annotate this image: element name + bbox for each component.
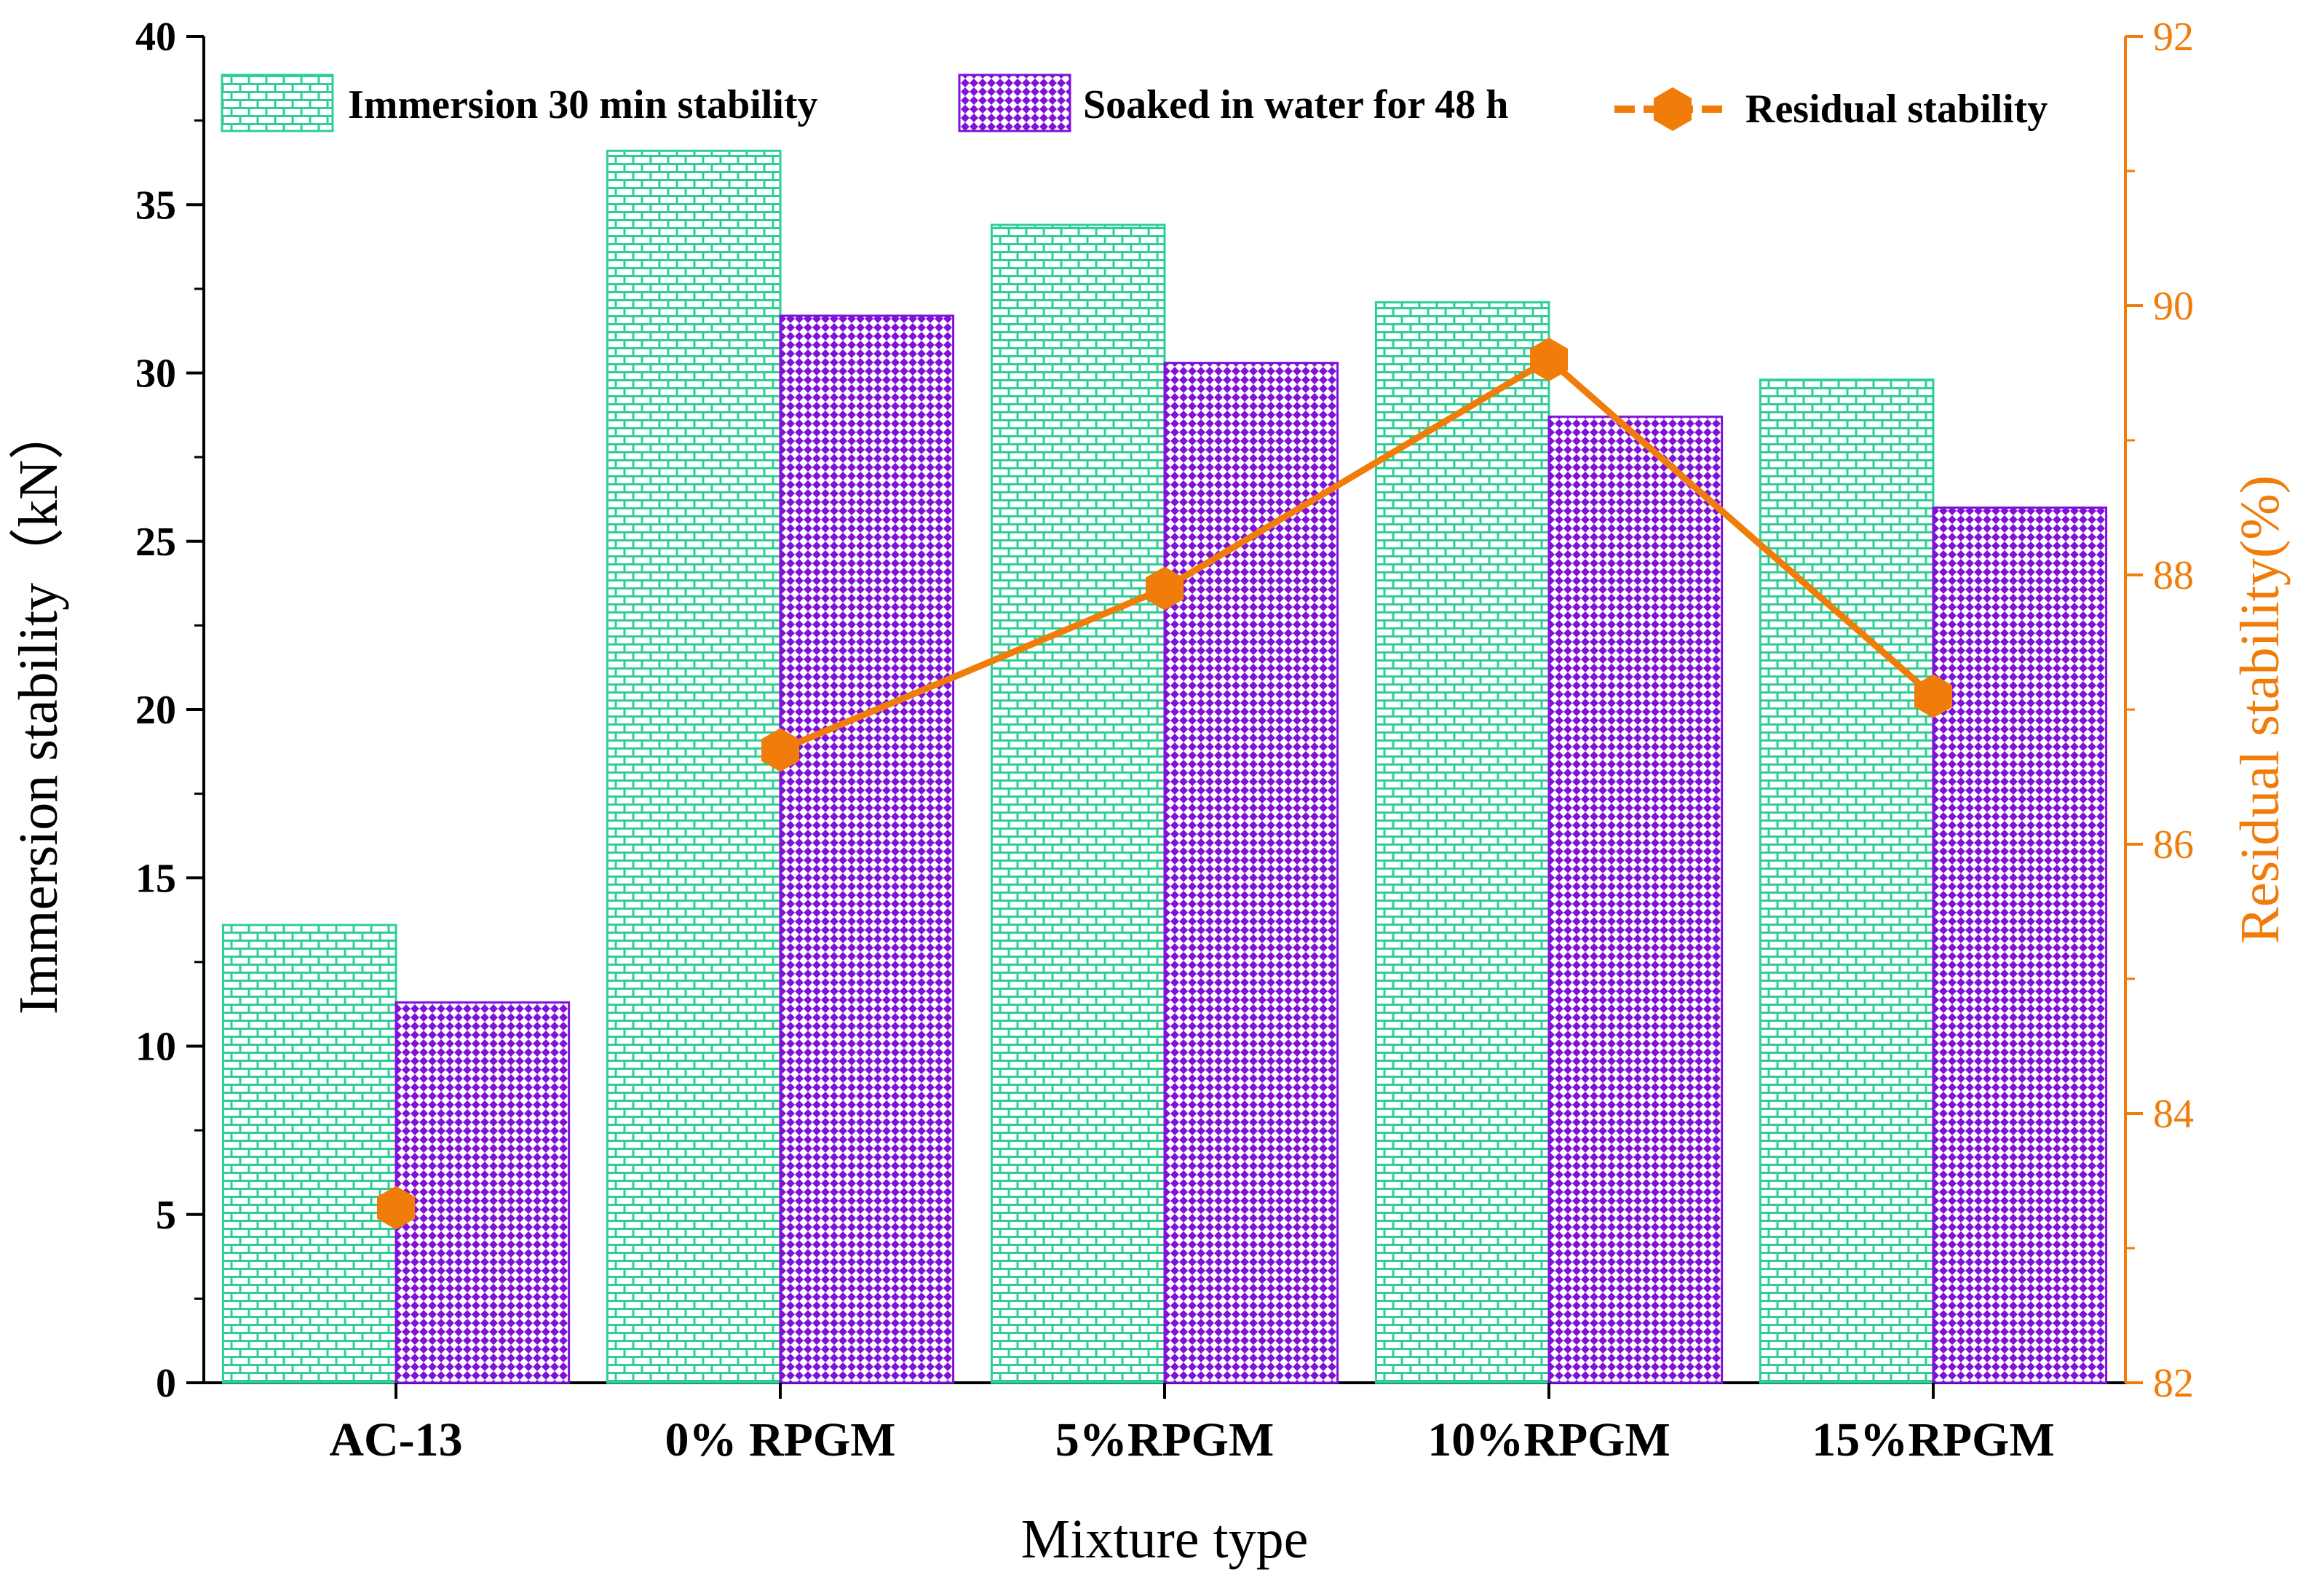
y-tick-label: 25 (135, 520, 176, 565)
residual-stability-point (1530, 338, 1568, 381)
left-axis-ticks: 0 5 10 15 20 25 30 35 40 (135, 15, 204, 1406)
y-tick-label: 30 (135, 352, 176, 397)
y-right-tick-label: 88 (2153, 553, 2194, 598)
bar-immersion-30min (1759, 378, 1935, 1384)
bar-immersion-30min (606, 149, 782, 1384)
bar-soaked-48h (395, 1001, 571, 1384)
y-right-tick-label: 84 (2153, 1092, 2194, 1137)
y-tick-label: 10 (135, 1025, 176, 1070)
y-tick-label: 5 (156, 1193, 176, 1238)
y-right-tick-label: 82 (2153, 1361, 2194, 1406)
y-tick-label: 0 (156, 1361, 176, 1406)
y-tick-label: 15 (135, 856, 176, 901)
right-axis-ticks: 82 84 86 88 90 92 (2125, 15, 2194, 1406)
legend-marker-residual (1654, 87, 1692, 131)
bar-immersion-30min (990, 223, 1166, 1384)
y-right-tick-label: 90 (2153, 284, 2194, 329)
residual-stability-point (1146, 566, 1184, 611)
y-tick-label: 35 (135, 183, 176, 228)
residual-stability-line (779, 356, 1935, 753)
bars (221, 149, 2108, 1384)
residual-stability-point (761, 728, 799, 772)
y-tick-label: 40 (135, 15, 176, 60)
y-right-tick-label: 92 (2153, 15, 2194, 60)
residual-stability-point (1914, 674, 1952, 718)
x-category-label: 10%RPGM (1427, 1413, 1670, 1466)
x-category-label: AC-13 (329, 1413, 462, 1466)
legend-label-soaked: Soaked in water for 48 h (1083, 82, 1508, 127)
legend: Immersion 30 min stability Soaked in wat… (221, 74, 2048, 132)
legend-label-residual: Residual stability (1745, 87, 2048, 132)
x-category-label: 15%RPGM (1812, 1413, 2055, 1466)
x-category-label: 5%RPGM (1055, 1413, 1275, 1466)
bar-soaked-48h (1547, 416, 1724, 1384)
y-tick-label: 20 (135, 688, 176, 733)
legend-swatch-immersion (221, 74, 334, 132)
category-labels: AC-13 0% RPGM 5%RPGM 10%RPGM 15%RPGM (329, 1383, 2055, 1466)
legend-label-immersion: Immersion 30 min stability (348, 82, 818, 127)
x-axis-title: Mixture type (1021, 1509, 1309, 1570)
residual-stability-point (377, 1186, 415, 1230)
legend-swatch-soaked (958, 74, 1071, 132)
residual-line-layer (377, 338, 1952, 1230)
bar-soaked-48h (1163, 362, 1339, 1384)
bar-immersion-30min (221, 924, 397, 1384)
y-axis-title: Immersion stability（kN） (8, 405, 69, 1015)
bar-soaked-48h (1932, 507, 2108, 1384)
y-right-tick-label: 86 (2153, 822, 2194, 868)
bar-soaked-48h (779, 314, 955, 1384)
y-axis-right-title: Residual stability(%) (2229, 475, 2291, 944)
x-category-label: 0% RPGM (665, 1413, 895, 1466)
bar-immersion-30min (1374, 301, 1550, 1384)
